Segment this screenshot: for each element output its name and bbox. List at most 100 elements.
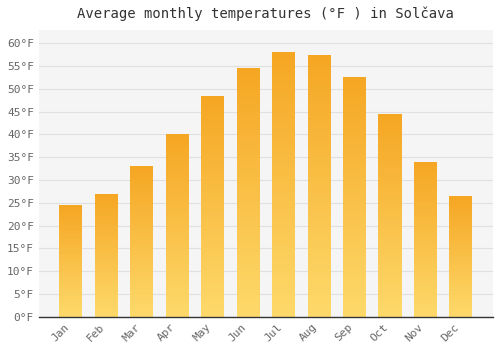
Bar — [130, 274, 154, 275]
Bar — [236, 84, 260, 87]
Bar — [343, 170, 366, 173]
Bar — [272, 214, 295, 218]
Bar — [343, 83, 366, 86]
Bar — [60, 212, 82, 214]
Bar — [60, 272, 82, 273]
Bar — [272, 178, 295, 181]
Bar — [95, 294, 118, 295]
Bar — [272, 297, 295, 300]
Bar — [236, 289, 260, 292]
Bar — [450, 231, 472, 232]
Bar — [308, 258, 330, 261]
Bar — [166, 303, 189, 306]
Bar — [378, 276, 402, 279]
Bar — [378, 225, 402, 228]
Bar — [272, 125, 295, 128]
Bar — [414, 179, 437, 181]
Bar — [166, 208, 189, 210]
Bar — [308, 163, 330, 166]
Bar — [236, 276, 260, 280]
Bar — [414, 177, 437, 179]
Bar — [60, 304, 82, 306]
Bar — [308, 176, 330, 179]
Bar — [378, 210, 402, 213]
Bar — [378, 127, 402, 129]
Bar — [166, 239, 189, 241]
Bar — [378, 304, 402, 307]
Bar — [130, 185, 154, 187]
Bar — [450, 270, 472, 272]
Bar — [60, 243, 82, 244]
Bar — [201, 110, 224, 112]
Bar — [450, 246, 472, 247]
Bar — [166, 191, 189, 194]
Bar — [378, 292, 402, 294]
Bar — [378, 117, 402, 119]
Bar — [130, 170, 154, 172]
Bar — [343, 302, 366, 305]
Bar — [95, 204, 118, 206]
Bar — [130, 221, 154, 223]
Bar — [414, 226, 437, 228]
Bar — [95, 309, 118, 311]
Bar — [236, 304, 260, 308]
Bar — [414, 286, 437, 288]
Bar — [95, 251, 118, 252]
Bar — [308, 169, 330, 173]
Bar — [414, 204, 437, 206]
Bar — [414, 193, 437, 195]
Bar — [201, 112, 224, 115]
Bar — [130, 241, 154, 244]
Bar — [130, 253, 154, 255]
Bar — [450, 300, 472, 302]
Bar — [272, 261, 295, 264]
Bar — [130, 181, 154, 183]
Bar — [378, 157, 402, 160]
Bar — [166, 201, 189, 203]
Bar — [166, 285, 189, 287]
Bar — [60, 234, 82, 236]
Bar — [130, 283, 154, 285]
Bar — [60, 315, 82, 317]
Bar — [201, 259, 224, 261]
Bar — [236, 199, 260, 202]
Bar — [308, 314, 330, 317]
Bar — [414, 303, 437, 305]
Bar — [130, 183, 154, 185]
Bar — [308, 215, 330, 218]
Bar — [166, 282, 189, 285]
Bar — [166, 169, 189, 171]
Bar — [308, 136, 330, 140]
Bar — [60, 241, 82, 243]
Bar — [450, 299, 472, 300]
Bar — [95, 290, 118, 292]
Bar — [343, 152, 366, 155]
Bar — [450, 217, 472, 219]
Bar — [130, 174, 154, 176]
Bar — [343, 146, 366, 149]
Bar — [236, 127, 260, 131]
Bar — [343, 239, 366, 242]
Bar — [450, 303, 472, 305]
Bar — [272, 303, 295, 307]
Bar — [343, 197, 366, 200]
Bar — [95, 285, 118, 286]
Bar — [343, 299, 366, 302]
Bar — [450, 223, 472, 225]
Bar — [450, 240, 472, 241]
Bar — [450, 289, 472, 291]
Bar — [130, 187, 154, 189]
Bar — [201, 284, 224, 286]
Bar — [308, 81, 330, 84]
Bar — [450, 287, 472, 288]
Bar — [450, 219, 472, 220]
Bar — [166, 253, 189, 255]
Bar — [60, 250, 82, 251]
Bar — [378, 248, 402, 251]
Bar — [130, 251, 154, 253]
Bar — [166, 235, 189, 237]
Bar — [378, 195, 402, 198]
Bar — [450, 278, 472, 279]
Bar — [95, 281, 118, 283]
Bar — [95, 258, 118, 260]
